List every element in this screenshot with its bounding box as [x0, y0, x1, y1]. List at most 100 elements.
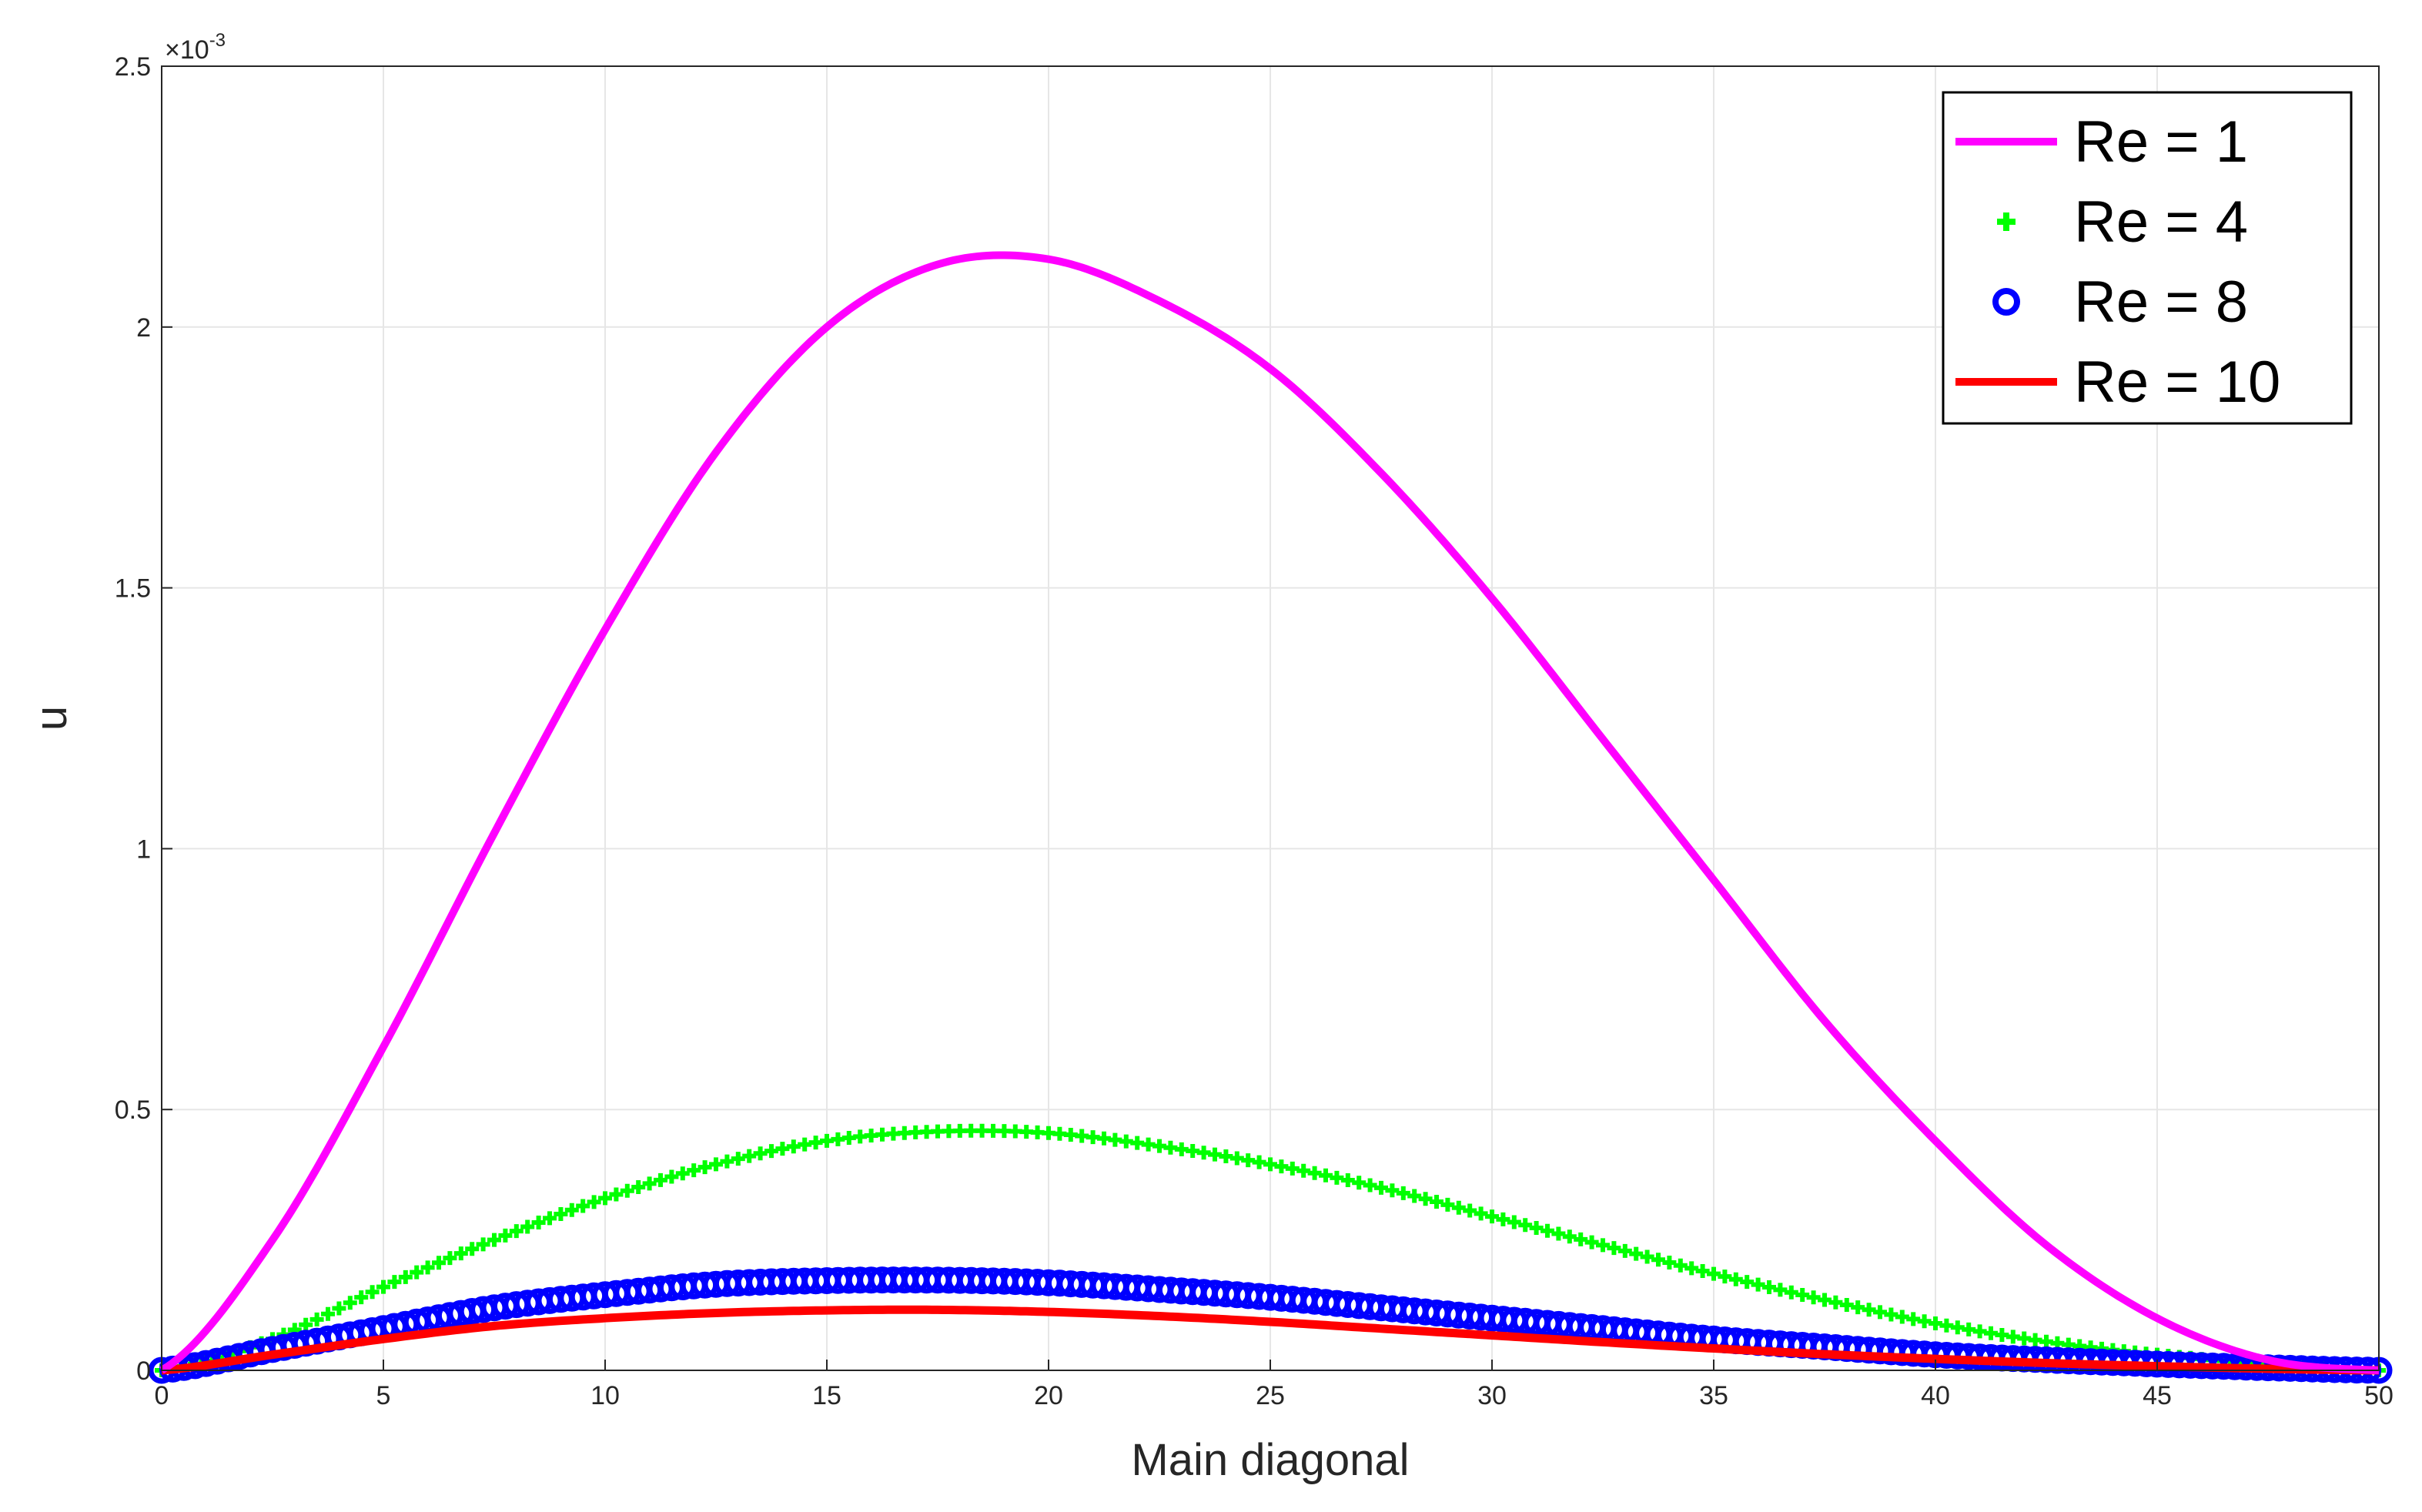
plus-marker [1451, 1200, 1466, 1215]
plus-marker [1330, 1170, 1344, 1185]
y-tick-label: 2.5 [115, 52, 151, 82]
plus-marker [587, 1195, 601, 1209]
legend: Re = 1 Re = 4 Re = 8 Re = 10 [1942, 91, 2353, 425]
x-tick-label: 15 [812, 1381, 841, 1410]
plus-marker [1529, 1221, 1544, 1236]
plus-marker [1784, 1285, 1798, 1300]
plus-marker [1440, 1197, 1455, 1212]
plus-marker [453, 1246, 468, 1261]
plus-marker [398, 1269, 413, 1284]
series-re-8 [148, 1266, 2393, 1384]
legend-label: Re = 1 [2074, 109, 2248, 175]
y-tick-label: 1 [136, 835, 151, 864]
plus-marker [664, 1169, 679, 1184]
plus-marker [1740, 1275, 1755, 1290]
plus-marker [1806, 1290, 1821, 1305]
plus-marker [509, 1224, 524, 1239]
plus-marker [1695, 1264, 1710, 1279]
plus-marker [1507, 1215, 1521, 1229]
plus-marker [520, 1219, 535, 1234]
plus-marker [731, 1152, 745, 1166]
y-tick-label: 0.5 [115, 1096, 151, 1125]
x-tick-label: 10 [590, 1381, 620, 1410]
plus-marker [1718, 1269, 1732, 1284]
y-tick-label: 0 [136, 1356, 151, 1386]
plus-marker [387, 1275, 402, 1290]
plus-marker [1640, 1249, 1654, 1264]
plus-marker [564, 1203, 579, 1217]
plus-marker [1629, 1246, 1644, 1261]
plus-marker [1407, 1189, 1422, 1203]
plus-marker [1352, 1176, 1367, 1190]
x-tick-label: 40 [1921, 1381, 1950, 1410]
plus-marker [299, 1317, 313, 1332]
series-line [161, 1305, 2380, 1375]
plus-marker [432, 1256, 446, 1270]
x-tick-label: 0 [155, 1381, 169, 1410]
plus-marker [1319, 1168, 1333, 1183]
plus-marker [1762, 1280, 1776, 1295]
y-tick-label: 1.5 [115, 574, 151, 604]
legend-label: Re = 8 [2074, 269, 2248, 335]
plus-marker [498, 1228, 513, 1243]
plus-marker [354, 1290, 369, 1305]
legend-label: Re = 4 [2074, 189, 2248, 255]
plus-marker [576, 1199, 590, 1213]
plus-marker [365, 1285, 380, 1300]
plus-marker [753, 1146, 768, 1161]
plus-marker [1773, 1283, 1788, 1297]
plus-marker [1562, 1229, 1577, 1244]
plus-marker [376, 1280, 390, 1294]
legend-entry: Re = 1 [1955, 109, 2248, 175]
plus-marker [321, 1306, 335, 1321]
plus-marker [476, 1237, 490, 1252]
plus-marker [443, 1251, 457, 1266]
plus-marker [642, 1176, 657, 1191]
x-tick-label: 35 [1699, 1381, 1728, 1410]
legend-box [1942, 91, 2353, 425]
plus-marker [554, 1207, 568, 1222]
x-tick-label: 25 [1256, 1381, 1285, 1410]
plus-marker [487, 1233, 501, 1247]
plus-marker [1617, 1243, 1632, 1258]
plus-marker [465, 1242, 480, 1256]
x-tick-label: 30 [1477, 1381, 1507, 1410]
plus-marker [1307, 1166, 1322, 1180]
plus-marker [1818, 1293, 1832, 1307]
legend-label: Re = 10 [2074, 350, 2280, 415]
legend-entry: Re = 4 [1997, 189, 2248, 255]
plus-marker [343, 1296, 357, 1310]
plus-marker [1728, 1272, 1743, 1286]
plus-marker [1463, 1203, 1477, 1218]
y-axis-ticks: 0 0.5 1 1.5 2 2.5 [115, 52, 172, 1386]
plus-marker [1430, 1195, 1443, 1209]
plus-marker [1751, 1277, 1765, 1292]
x-axis-title: Main diagonal [1131, 1435, 1409, 1485]
plus-marker [1340, 1172, 1355, 1187]
plus-marker [1574, 1232, 1588, 1246]
plus-marker [1839, 1297, 1854, 1312]
plus-marker [675, 1166, 690, 1181]
x-tick-label: 50 [2364, 1381, 2394, 1410]
legend-entry: Re = 8 [1992, 269, 2248, 335]
plus-marker [1795, 1288, 1810, 1303]
legend-swatch [1997, 212, 2016, 231]
plus-marker [1474, 1206, 1488, 1221]
legend-entry: Re = 10 [1955, 350, 2280, 415]
plus-marker [1374, 1180, 1388, 1195]
plus-marker [1828, 1295, 1843, 1310]
plus-marker [1851, 1300, 1865, 1315]
plus-marker [598, 1191, 612, 1206]
plus-marker [654, 1172, 667, 1187]
plus-marker [1418, 1192, 1433, 1206]
plus-marker [1884, 1307, 1898, 1322]
plus-marker [1673, 1258, 1688, 1273]
series-layer [148, 251, 2393, 1384]
plus-marker [742, 1149, 757, 1163]
plus-marker [1651, 1253, 1665, 1267]
plus-marker [709, 1157, 723, 1172]
plus-marker [1873, 1305, 1887, 1320]
x-tick-label: 20 [1034, 1381, 1063, 1410]
plus-marker [1662, 1255, 1677, 1269]
plus-marker [1363, 1178, 1377, 1193]
